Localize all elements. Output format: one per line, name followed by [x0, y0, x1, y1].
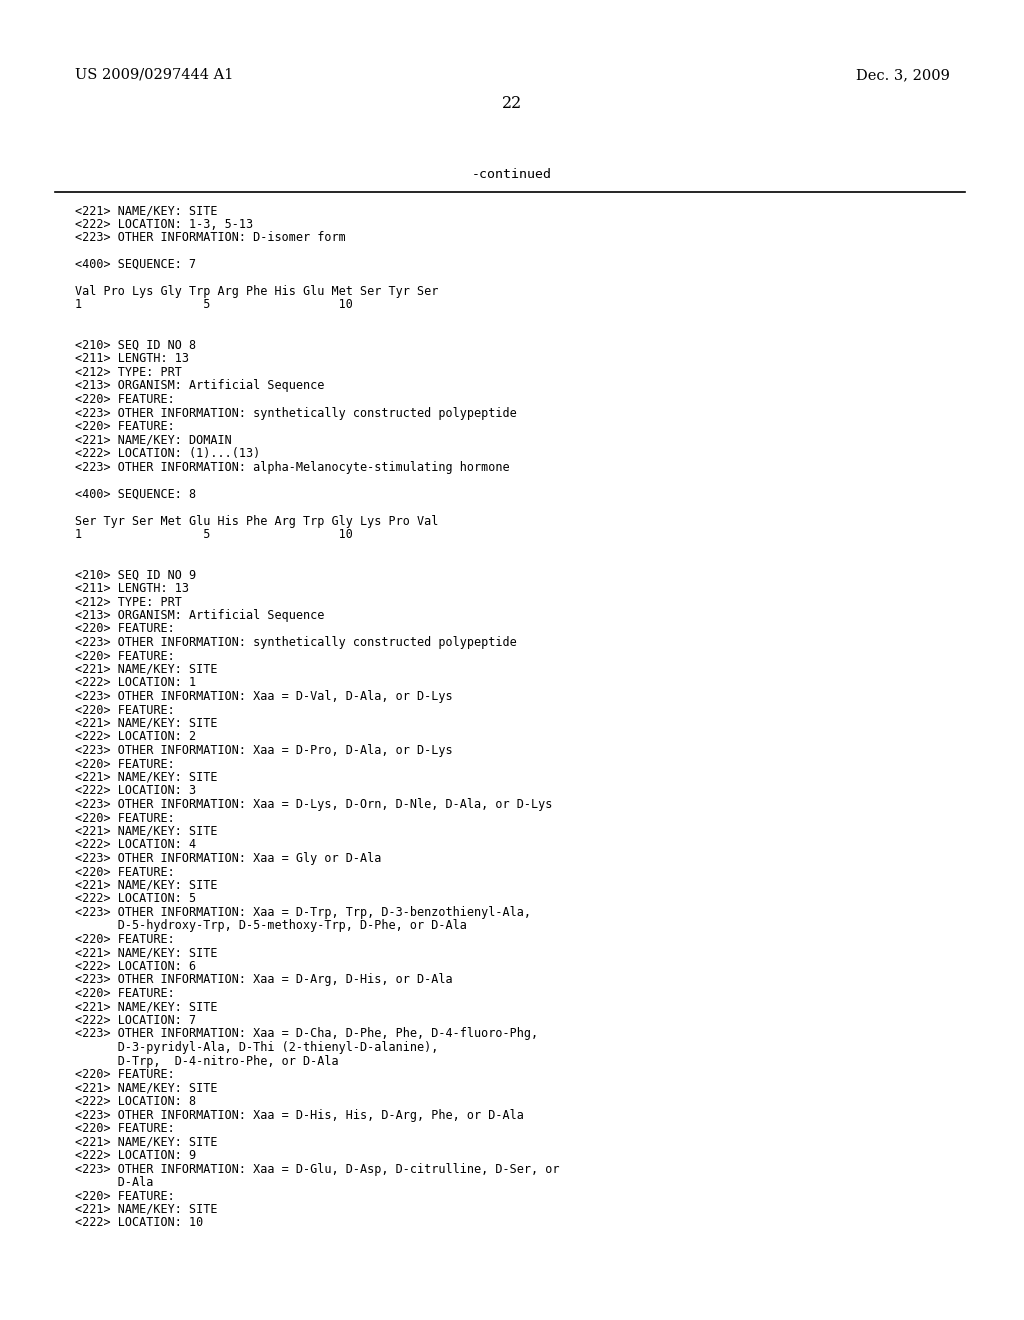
Text: D-Ala: D-Ala [75, 1176, 154, 1189]
Text: <222> LOCATION: 8: <222> LOCATION: 8 [75, 1096, 197, 1107]
Text: US 2009/0297444 A1: US 2009/0297444 A1 [75, 69, 233, 82]
Text: <221> NAME/KEY: SITE: <221> NAME/KEY: SITE [75, 771, 217, 784]
Text: <223> OTHER INFORMATION: Xaa = D-Arg, D-His, or D-Ala: <223> OTHER INFORMATION: Xaa = D-Arg, D-… [75, 974, 453, 986]
Text: <223> OTHER INFORMATION: Xaa = D-Val, D-Ala, or D-Lys: <223> OTHER INFORMATION: Xaa = D-Val, D-… [75, 690, 453, 704]
Text: 1                 5                  10: 1 5 10 [75, 298, 353, 312]
Text: <220> FEATURE:: <220> FEATURE: [75, 758, 175, 771]
Text: <222> LOCATION: 10: <222> LOCATION: 10 [75, 1217, 203, 1229]
Text: <223> OTHER INFORMATION: synthetically constructed polypeptide: <223> OTHER INFORMATION: synthetically c… [75, 407, 517, 420]
Text: <223> OTHER INFORMATION: D-isomer form: <223> OTHER INFORMATION: D-isomer form [75, 231, 346, 244]
Text: <223> OTHER INFORMATION: Xaa = D-His, His, D-Arg, Phe, or D-Ala: <223> OTHER INFORMATION: Xaa = D-His, Hi… [75, 1109, 524, 1122]
Text: <222> LOCATION: 4: <222> LOCATION: 4 [75, 838, 197, 851]
Text: -continued: -continued [472, 168, 552, 181]
Text: <223> OTHER INFORMATION: synthetically constructed polypeptide: <223> OTHER INFORMATION: synthetically c… [75, 636, 517, 649]
Text: <221> NAME/KEY: SITE: <221> NAME/KEY: SITE [75, 205, 217, 216]
Text: <220> FEATURE:: <220> FEATURE: [75, 704, 175, 717]
Text: <221> NAME/KEY: SITE: <221> NAME/KEY: SITE [75, 1135, 217, 1148]
Text: <222> LOCATION: 9: <222> LOCATION: 9 [75, 1148, 197, 1162]
Text: <220> FEATURE:: <220> FEATURE: [75, 420, 175, 433]
Text: D-Trp,  D-4-nitro-Phe, or D-Ala: D-Trp, D-4-nitro-Phe, or D-Ala [75, 1055, 339, 1068]
Text: <222> LOCATION: 1-3, 5-13: <222> LOCATION: 1-3, 5-13 [75, 218, 253, 231]
Text: <223> OTHER INFORMATION: Xaa = D-Pro, D-Ala, or D-Lys: <223> OTHER INFORMATION: Xaa = D-Pro, D-… [75, 744, 453, 756]
Text: <221> NAME/KEY: SITE: <221> NAME/KEY: SITE [75, 1203, 217, 1216]
Text: <220> FEATURE:: <220> FEATURE: [75, 623, 175, 635]
Text: D-3-pyridyl-Ala, D-Thi (2-thienyl-D-alanine),: D-3-pyridyl-Ala, D-Thi (2-thienyl-D-alan… [75, 1041, 438, 1053]
Text: <223> OTHER INFORMATION: Xaa = Gly or D-Ala: <223> OTHER INFORMATION: Xaa = Gly or D-… [75, 851, 381, 865]
Text: <220> FEATURE:: <220> FEATURE: [75, 1122, 175, 1135]
Text: <223> OTHER INFORMATION: Xaa = D-Trp, Trp, D-3-benzothienyl-Ala,: <223> OTHER INFORMATION: Xaa = D-Trp, Tr… [75, 906, 531, 919]
Text: <212> TYPE: PRT: <212> TYPE: PRT [75, 595, 182, 609]
Text: <223> OTHER INFORMATION: alpha-Melanocyte-stimulating hormone: <223> OTHER INFORMATION: alpha-Melanocyt… [75, 461, 510, 474]
Text: <220> FEATURE:: <220> FEATURE: [75, 393, 175, 407]
Text: <210> SEQ ID NO 9: <210> SEQ ID NO 9 [75, 569, 197, 582]
Text: <222> LOCATION: 1: <222> LOCATION: 1 [75, 676, 197, 689]
Text: <221> NAME/KEY: SITE: <221> NAME/KEY: SITE [75, 825, 217, 838]
Text: <222> LOCATION: 2: <222> LOCATION: 2 [75, 730, 197, 743]
Text: <220> FEATURE:: <220> FEATURE: [75, 812, 175, 825]
Text: 1                 5                  10: 1 5 10 [75, 528, 353, 541]
Text: Ser Tyr Ser Met Glu His Phe Arg Trp Gly Lys Pro Val: Ser Tyr Ser Met Glu His Phe Arg Trp Gly … [75, 515, 438, 528]
Text: <220> FEATURE:: <220> FEATURE: [75, 866, 175, 879]
Text: <222> LOCATION: 7: <222> LOCATION: 7 [75, 1014, 197, 1027]
Text: <223> OTHER INFORMATION: Xaa = D-Cha, D-Phe, Phe, D-4-fluoro-Phg,: <223> OTHER INFORMATION: Xaa = D-Cha, D-… [75, 1027, 539, 1040]
Text: <223> OTHER INFORMATION: Xaa = D-Glu, D-Asp, D-citrulline, D-Ser, or: <223> OTHER INFORMATION: Xaa = D-Glu, D-… [75, 1163, 559, 1176]
Text: <221> NAME/KEY: SITE: <221> NAME/KEY: SITE [75, 946, 217, 960]
Text: <221> NAME/KEY: DOMAIN: <221> NAME/KEY: DOMAIN [75, 433, 231, 446]
Text: <220> FEATURE:: <220> FEATURE: [75, 987, 175, 1001]
Text: <220> FEATURE:: <220> FEATURE: [75, 649, 175, 663]
Text: <220> FEATURE:: <220> FEATURE: [75, 1189, 175, 1203]
Text: <211> LENGTH: 13: <211> LENGTH: 13 [75, 352, 189, 366]
Text: <221> NAME/KEY: SITE: <221> NAME/KEY: SITE [75, 1001, 217, 1014]
Text: <220> FEATURE:: <220> FEATURE: [75, 1068, 175, 1081]
Text: <221> NAME/KEY: SITE: <221> NAME/KEY: SITE [75, 717, 217, 730]
Text: <211> LENGTH: 13: <211> LENGTH: 13 [75, 582, 189, 595]
Text: <222> LOCATION: (1)...(13): <222> LOCATION: (1)...(13) [75, 447, 260, 459]
Text: <222> LOCATION: 5: <222> LOCATION: 5 [75, 892, 197, 906]
Text: <221> NAME/KEY: SITE: <221> NAME/KEY: SITE [75, 663, 217, 676]
Text: <223> OTHER INFORMATION: Xaa = D-Lys, D-Orn, D-Nle, D-Ala, or D-Lys: <223> OTHER INFORMATION: Xaa = D-Lys, D-… [75, 799, 552, 810]
Text: <400> SEQUENCE: 7: <400> SEQUENCE: 7 [75, 257, 197, 271]
Text: Dec. 3, 2009: Dec. 3, 2009 [856, 69, 950, 82]
Text: <222> LOCATION: 6: <222> LOCATION: 6 [75, 960, 197, 973]
Text: <212> TYPE: PRT: <212> TYPE: PRT [75, 366, 182, 379]
Text: <400> SEQUENCE: 8: <400> SEQUENCE: 8 [75, 487, 197, 500]
Text: <222> LOCATION: 3: <222> LOCATION: 3 [75, 784, 197, 797]
Text: <221> NAME/KEY: SITE: <221> NAME/KEY: SITE [75, 1081, 217, 1094]
Text: 22: 22 [502, 95, 522, 112]
Text: Val Pro Lys Gly Trp Arg Phe His Glu Met Ser Tyr Ser: Val Pro Lys Gly Trp Arg Phe His Glu Met … [75, 285, 438, 298]
Text: <220> FEATURE:: <220> FEATURE: [75, 933, 175, 946]
Text: <210> SEQ ID NO 8: <210> SEQ ID NO 8 [75, 339, 197, 352]
Text: <221> NAME/KEY: SITE: <221> NAME/KEY: SITE [75, 879, 217, 892]
Text: <213> ORGANISM: Artificial Sequence: <213> ORGANISM: Artificial Sequence [75, 380, 325, 392]
Text: D-5-hydroxy-Trp, D-5-methoxy-Trp, D-Phe, or D-Ala: D-5-hydroxy-Trp, D-5-methoxy-Trp, D-Phe,… [75, 920, 467, 932]
Text: <213> ORGANISM: Artificial Sequence: <213> ORGANISM: Artificial Sequence [75, 609, 325, 622]
